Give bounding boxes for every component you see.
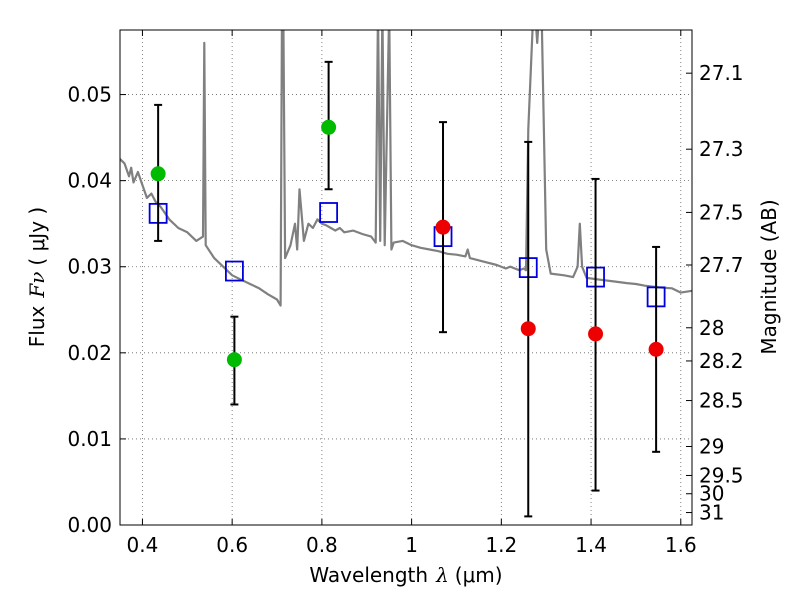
right-tick-label: 30 (699, 482, 724, 506)
y-tick-label: 0.04 (67, 169, 112, 193)
observed-point-green (321, 119, 337, 135)
plot-background (120, 30, 692, 525)
plot-marks (120, 30, 692, 518)
right-tick-label: 31 (699, 501, 724, 525)
y-tick-label: 0.02 (67, 341, 112, 365)
y-tick-label: 0.01 (67, 427, 112, 451)
x-axis-label: Wavelength λ (μm) (309, 563, 502, 587)
x-tick-label: 1.4 (575, 533, 607, 557)
template-spectrum-line (120, 30, 692, 307)
right-tick-label: 29.5 (699, 463, 744, 487)
y-tick-label: 0.05 (67, 83, 112, 107)
observed-point-red (520, 321, 536, 337)
x-tick-label: 1 (405, 533, 418, 557)
observed-point-red (588, 326, 604, 342)
plot-frame (119, 29, 693, 526)
right-tick-label: 27.1 (699, 61, 744, 85)
right-tick-label: 27.7 (699, 253, 744, 277)
right-tick-label: 28 (699, 316, 724, 340)
x-tick-label: 0.6 (216, 533, 248, 557)
axis-ticks: 0.4 0.6 0.8 1 1.2 1.4 1.6 0.00 0.01 0.02 0.03 0.04 0… (67, 30, 744, 557)
y-tick-label: 0.03 (67, 255, 112, 279)
x-tick-label: 1.2 (485, 533, 517, 557)
model-flux-square (319, 202, 339, 223)
model-flux-square (224, 260, 244, 282)
observed-point-red (435, 219, 451, 235)
x-tick-label: 0.4 (127, 533, 159, 557)
right-tick-label: 29 (699, 434, 724, 458)
observed-point-green (150, 166, 166, 182)
right-axis-label: Magnitude (AB) (757, 199, 781, 354)
x-tick-label: 1.6 (665, 533, 697, 557)
observed-point-green (226, 352, 242, 368)
right-tick-label: 28.2 (699, 349, 744, 373)
right-tick-label: 27.3 (699, 137, 744, 161)
y-tick-label: 0.00 (67, 513, 112, 537)
right-tick-label: 27.5 (699, 200, 744, 224)
right-tick-label: 28.5 (699, 389, 744, 413)
x-tick-label: 0.8 (306, 533, 338, 557)
observed-point-red (648, 341, 664, 357)
y-axis-label: FluxFν( μJy ) (25, 207, 49, 347)
